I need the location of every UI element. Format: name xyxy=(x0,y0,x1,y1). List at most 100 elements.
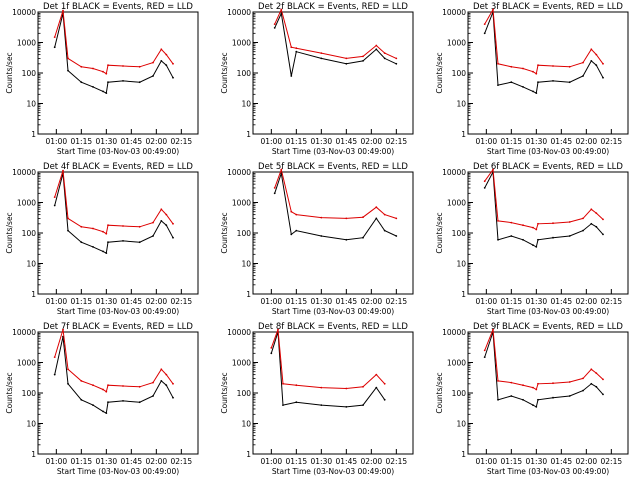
lld-point xyxy=(138,385,141,388)
events-point xyxy=(102,410,104,413)
plot-frame xyxy=(467,11,629,135)
events-point xyxy=(92,404,94,406)
lld-point xyxy=(290,210,293,213)
lld-point xyxy=(160,48,163,51)
x-tick-label: 01:45 xyxy=(551,137,573,146)
events-point xyxy=(107,241,109,244)
y-axis-label: Counts/sec xyxy=(220,52,229,93)
lld-point xyxy=(105,390,108,393)
y-axis-label: Counts/sec xyxy=(220,212,229,253)
events-series-line xyxy=(484,170,604,248)
events-point xyxy=(295,229,298,232)
plot-title: Det 3f BLACK = Events, RED = LLD xyxy=(473,2,623,12)
y-tick-label: 10 xyxy=(241,260,251,269)
lld-point xyxy=(522,384,524,387)
events-point xyxy=(497,84,499,86)
y-axis-label: Counts/sec xyxy=(435,52,444,93)
events-point xyxy=(595,64,598,67)
lld-point xyxy=(152,61,154,64)
lld-point xyxy=(62,328,64,331)
x-tick-label: 01:30 xyxy=(96,137,118,146)
lld-point xyxy=(582,217,584,220)
lld-point xyxy=(582,61,584,64)
events-point xyxy=(107,401,109,404)
events-point xyxy=(345,238,348,241)
y-axis-label: Counts/sec xyxy=(220,372,229,413)
events-series-line xyxy=(54,173,174,254)
events-point xyxy=(375,217,378,220)
x-tick-label: 02:00 xyxy=(576,137,598,146)
events-point xyxy=(395,62,398,65)
lld-point xyxy=(62,9,64,12)
plot-title: Det 9f BLACK = Events, RED = LLD xyxy=(473,322,623,332)
detector-panel: Det 4f BLACK = Events, RED = LLD 1 10 100 10… xyxy=(5,162,199,316)
events-point xyxy=(568,81,571,84)
events-point xyxy=(590,60,593,62)
x-tick-label: 02:15 xyxy=(386,457,408,466)
events-point xyxy=(273,192,276,195)
lld-point xyxy=(497,220,499,222)
events-point xyxy=(383,398,386,401)
lld-point xyxy=(277,328,279,331)
lld-point xyxy=(105,232,108,235)
events-series-line xyxy=(274,11,397,77)
x-axis-label: Start Time (03-Nov-03 00:49:00) xyxy=(487,467,609,476)
events-point xyxy=(53,373,56,376)
lld-point xyxy=(295,47,298,50)
x-tick-label: 01:00 xyxy=(476,137,498,146)
events-point xyxy=(102,90,104,93)
events-point xyxy=(537,238,539,241)
events-point xyxy=(320,57,323,60)
lld-point xyxy=(345,57,348,60)
lld-point xyxy=(568,65,571,68)
events-point xyxy=(395,235,398,237)
lld-point xyxy=(290,46,293,49)
y-tick-label: 1 xyxy=(461,290,466,299)
events-point xyxy=(537,81,539,84)
y-tick-label: 1000 xyxy=(17,39,36,48)
y-tick-label: 10 xyxy=(26,100,36,109)
lld-point xyxy=(568,221,571,223)
lld-point xyxy=(383,382,386,385)
events-point xyxy=(522,398,524,401)
events-point xyxy=(552,396,554,399)
y-tick-label: 100 xyxy=(22,229,37,238)
lld-series-line xyxy=(484,329,604,391)
lld-point xyxy=(107,224,109,227)
lld-point xyxy=(375,44,378,47)
detector-panel: Det 7f BLACK = Events, RED = LLD 1 10 100 10… xyxy=(5,322,199,476)
events-point xyxy=(537,398,539,401)
events-point xyxy=(590,382,593,385)
events-point xyxy=(160,60,163,62)
lld-point xyxy=(537,222,539,225)
lld-point xyxy=(497,62,499,65)
lld-point xyxy=(492,328,494,331)
x-tick-label: 02:00 xyxy=(361,457,383,466)
x-tick-label: 01:00 xyxy=(46,457,68,466)
plot-frame xyxy=(37,11,199,135)
events-point xyxy=(122,400,124,402)
events-point xyxy=(152,395,154,397)
x-tick-label: 01:45 xyxy=(336,457,358,466)
events-point xyxy=(532,244,534,247)
lld-point xyxy=(92,227,94,230)
detector-panel: Det 6f BLACK = Events, RED = LLD 1 10 100 10… xyxy=(435,162,629,316)
lld-point xyxy=(552,382,554,385)
y-tick-label: 10 xyxy=(26,260,36,269)
lld-point xyxy=(483,180,486,183)
lld-point xyxy=(497,380,499,382)
lld-point xyxy=(510,221,513,224)
x-tick-label: 01:30 xyxy=(96,457,118,466)
y-tick-label: 100 xyxy=(237,389,252,398)
x-axis-label: Start Time (03-Nov-03 00:49:00) xyxy=(57,467,179,476)
events-point xyxy=(295,50,298,53)
lld-point xyxy=(92,384,94,387)
events-point xyxy=(138,401,141,404)
x-axis-label: Start Time (03-Nov-03 00:49:00) xyxy=(57,307,179,316)
y-tick-label: 100 xyxy=(452,389,467,398)
x-tick-label: 01:00 xyxy=(476,457,498,466)
lld-point xyxy=(395,57,398,60)
lld-point xyxy=(165,213,168,216)
events-point xyxy=(282,404,284,406)
y-tick-label: 1000 xyxy=(232,199,251,208)
